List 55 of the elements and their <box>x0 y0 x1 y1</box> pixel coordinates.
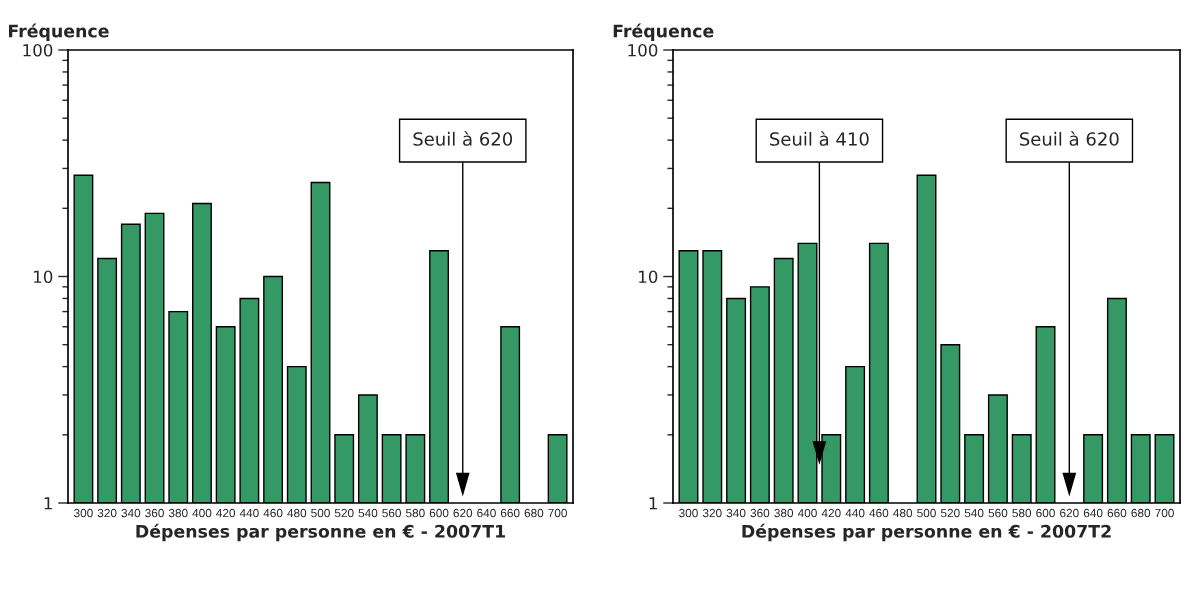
x-tick-label: 640 <box>1083 508 1103 518</box>
y-axis-title: Fréquence <box>9 23 109 41</box>
x-tick-label: 320 <box>97 508 117 518</box>
x-tick-label: 360 <box>145 508 164 518</box>
x-tick-label: 420 <box>821 508 841 518</box>
x-tick-label: 340 <box>121 508 141 518</box>
x-tick-label: 380 <box>168 508 188 518</box>
x-tick-label: 440 <box>239 508 259 518</box>
x-tick-label: 340 <box>726 508 746 518</box>
x-tick-label: 540 <box>358 508 378 518</box>
x-tick-label: 300 <box>74 508 93 518</box>
x-tick-label: 420 <box>216 508 236 518</box>
x-tick-label: 620 <box>1060 508 1079 518</box>
x-tick-label: 560 <box>382 508 402 518</box>
ref-line-label: Seuil à 620 <box>1019 131 1119 146</box>
x-tick-label: 440 <box>845 508 865 518</box>
x-tick-label: 520 <box>334 508 354 518</box>
x-tick-label: 580 <box>1012 508 1032 518</box>
x-tick-label: 580 <box>405 508 425 518</box>
y-tick-label: 100 <box>628 43 658 57</box>
ref-line-label: Seuil à 410 <box>770 131 869 146</box>
x-tick-label: 700 <box>1155 508 1174 518</box>
x-tick-label: 660 <box>1107 508 1127 518</box>
x-tick-label: 680 <box>1131 508 1151 518</box>
x-tick-label: 360 <box>750 508 770 518</box>
x-tick-label: 600 <box>429 508 449 518</box>
y-tick-label: 1 <box>649 497 657 510</box>
x-tick-label: 540 <box>964 508 984 518</box>
x-tick-label: 600 <box>1036 508 1055 518</box>
x-axis-title: Dépenses par personne en € - 2007T1 <box>136 523 505 542</box>
x-tick-label: 620 <box>453 508 473 518</box>
x-tick-label: 400 <box>797 508 817 518</box>
x-axis-title: Dépenses par personne en € - 2007T2 <box>742 523 1111 542</box>
x-tick-label: 660 <box>500 508 520 518</box>
y-tick-label: 1 <box>44 497 52 510</box>
x-tick-label: 700 <box>548 508 567 518</box>
x-tick-label: 520 <box>940 508 960 518</box>
x-tick-label: 400 <box>192 508 212 518</box>
x-tick-label: 460 <box>263 508 283 518</box>
x-tick-label: 500 <box>917 508 936 518</box>
x-tick-label: 460 <box>869 508 889 518</box>
y-tick-label: 10 <box>639 270 658 284</box>
x-tick-label: 300 <box>679 508 698 518</box>
x-tick-label: 640 <box>477 508 496 518</box>
x-tick-label: 560 <box>988 508 1008 518</box>
y-tick-label: 100 <box>23 43 53 57</box>
x-tick-label: 480 <box>287 508 307 518</box>
ref-line-label: Seuil à 620 <box>413 131 513 146</box>
x-tick-label: 380 <box>774 508 794 518</box>
x-tick-label: 680 <box>524 508 544 518</box>
y-tick-label: 10 <box>34 270 53 284</box>
y-axis-title: Fréquence <box>613 23 714 41</box>
x-tick-label: 480 <box>893 508 913 518</box>
x-tick-label: 320 <box>702 508 722 518</box>
x-tick-label: 500 <box>311 508 330 518</box>
